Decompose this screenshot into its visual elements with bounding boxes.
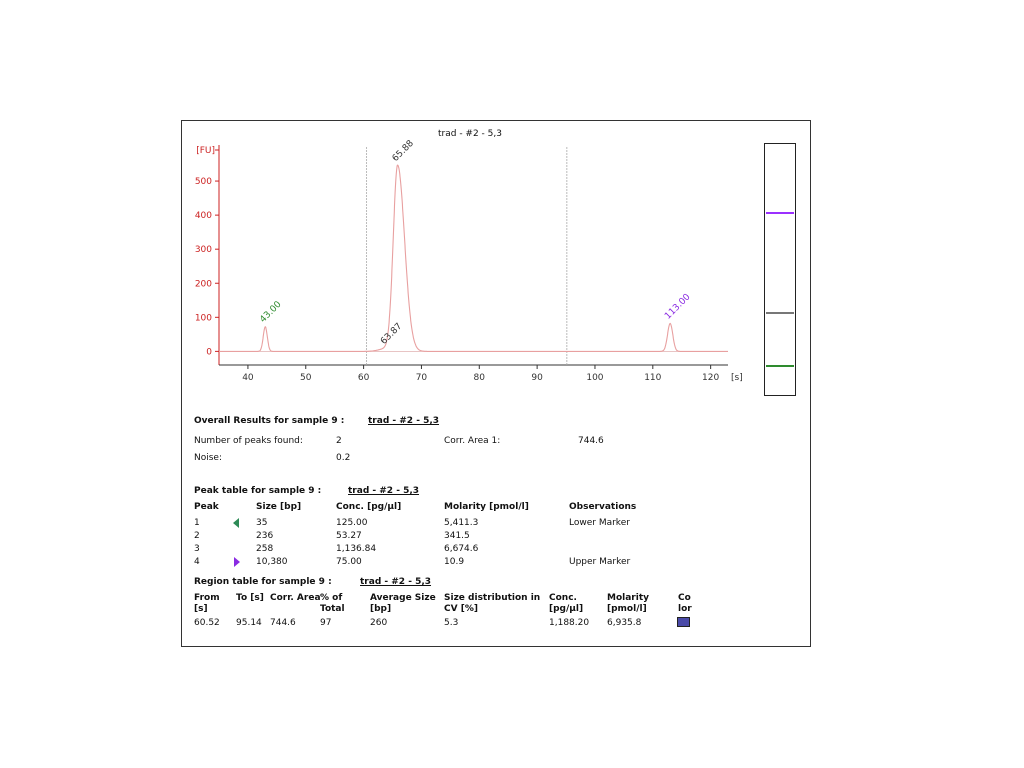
x-tick-label: 100: [586, 373, 603, 383]
peak-table-heading: Peak table for sample 9 :: [194, 486, 322, 496]
corr-area-label: Corr. Area 1:: [444, 436, 501, 446]
peak-cell-peak: 2: [194, 531, 200, 541]
sample-report-panel: trad - #2 - 5,3 [FU] 0 100 200 300 400 500 40 50…: [181, 120, 811, 647]
upper-marker-icon: [234, 557, 240, 567]
peaks-found-label: Number of peaks found:: [194, 436, 303, 446]
region-col-from: From: [194, 593, 220, 603]
peak-cell-peak: 3: [194, 544, 200, 554]
x-tick-label: 80: [474, 373, 486, 383]
region-col-dist: Size distribution in: [444, 593, 541, 603]
region-cell-pct: 97: [320, 618, 332, 628]
peak-cell-molarity: 341.5: [444, 531, 470, 541]
region-col-avg: Average Size: [370, 593, 436, 603]
peak-cell-size: 10,380: [256, 557, 288, 567]
region-cell-molarity: 6,935.8: [607, 618, 642, 628]
region-col-color-2: lor: [678, 604, 692, 614]
peak-cell-conc: 53.27: [336, 531, 362, 541]
peak-label: 63.87: [379, 321, 404, 346]
region-cell-dist: 5.3: [444, 618, 459, 628]
region-table-sample-link[interactable]: trad - #2 - 5,3: [360, 577, 432, 587]
region-col-avg-unit: [bp]: [370, 604, 392, 614]
region-cell-to: 95.14: [236, 618, 262, 628]
noise-label: Noise:: [194, 453, 222, 463]
peak-cell-conc: 75.00: [336, 557, 362, 567]
region-col-pct: % of: [320, 593, 343, 603]
region-col-conc: Conc.: [549, 593, 577, 603]
peak-cell-observation: Upper Marker: [569, 557, 631, 567]
gel-band: [766, 211, 794, 214]
y-tick-label: 300: [195, 245, 212, 255]
gel-band: [766, 364, 794, 367]
y-tick-label: 200: [195, 279, 212, 289]
peak-col-peak: Peak: [194, 502, 219, 512]
y-tick-label: 100: [195, 313, 212, 323]
x-tick-label: 120: [702, 373, 719, 383]
peak-label: 113.00: [663, 292, 693, 322]
peak-label: 65.88: [391, 138, 416, 163]
region-col-area: Corr. Area: [270, 593, 321, 603]
peak-cell-conc: 125.00: [336, 518, 368, 528]
region-table-heading: Region table for sample 9 :: [194, 577, 332, 587]
peak-table-sample-link[interactable]: trad - #2 - 5,3: [348, 486, 420, 496]
peak-labels: 43.00 63.87 65.88 113.00: [258, 138, 692, 346]
peak-cell-size: 258: [256, 544, 274, 554]
noise-value: 0.2: [336, 453, 351, 463]
gel-band: [766, 312, 794, 315]
peak-cell-molarity: 5,411.3: [444, 518, 479, 528]
peak-cell-conc: 1,136.84: [336, 544, 377, 554]
region-col-molarity: Molarity: [607, 593, 649, 603]
region-col-color: Co: [678, 593, 691, 603]
region-col-molarity-unit: [pmol/l]: [607, 604, 647, 614]
x-tick-label: 50: [300, 373, 312, 383]
region-lines: [366, 147, 568, 365]
region-cell-from: 60.52: [194, 618, 220, 628]
peak-cell-observation: Lower Marker: [569, 518, 630, 528]
x-tick-label: 40: [242, 373, 254, 383]
x-tick-label: 70: [416, 373, 428, 383]
peak-col-observations: Observations: [569, 502, 637, 512]
trace: [219, 164, 728, 352]
region-cell-conc: 1,188.20: [549, 618, 590, 628]
peak-col-molarity: Molarity [pmol/l]: [444, 502, 529, 512]
corr-area-value: 744.6: [578, 436, 604, 446]
peak-cell-size: 35: [256, 518, 268, 528]
x-tick-label: 60: [358, 373, 370, 383]
trace-line: [219, 164, 728, 352]
y-tick-label: 0: [206, 347, 212, 357]
peak-cell-peak: 4: [194, 557, 200, 567]
region-cell-avg: 260: [370, 618, 388, 628]
chart-title: trad - #2 - 5,3: [438, 129, 502, 139]
x-tick-label: 110: [644, 373, 661, 383]
region-cell-area: 744.6: [270, 618, 296, 628]
region-col-to: To [s]: [236, 593, 264, 603]
peaks-found-value: 2: [336, 436, 342, 446]
overall-heading: Overall Results for sample 9 :: [194, 416, 345, 426]
overall-sample-link[interactable]: trad - #2 - 5,3: [368, 416, 440, 426]
y-axis-label: [FU]: [196, 146, 215, 156]
peak-col-size: Size [bp]: [256, 502, 302, 512]
region-col-pct-2: Total: [320, 604, 345, 614]
peak-label: 43.00: [258, 299, 283, 324]
region-col-dist-unit: CV [%]: [444, 604, 478, 614]
peak-cell-molarity: 10.9: [444, 557, 465, 567]
region-color-swatch[interactable]: [677, 617, 690, 627]
lower-marker-icon: [233, 518, 239, 528]
electropherogram-chart: trad - #2 - 5,3 [FU] 0 100 200 300 400 500 40 50…: [195, 129, 743, 383]
peak-col-conc: Conc. [pg/µl]: [336, 502, 402, 512]
x-tick-label: 90: [531, 373, 543, 383]
x-axis-label: [s]: [731, 373, 743, 383]
region-col-conc-unit: [pg/µl]: [549, 604, 584, 614]
y-tick-label: 500: [195, 177, 212, 187]
chart-axes: [FU] 0 100 200 300 400 500 40 50 60 70 80 90 100 110 12…: [195, 145, 743, 383]
peak-cell-peak: 1: [194, 518, 200, 528]
region-col-from-unit: [s]: [194, 604, 208, 614]
y-tick-label: 400: [195, 211, 212, 221]
peak-cell-molarity: 6,674.6: [444, 544, 479, 554]
peak-cell-size: 236: [256, 531, 274, 541]
gel-lane: [764, 143, 796, 396]
